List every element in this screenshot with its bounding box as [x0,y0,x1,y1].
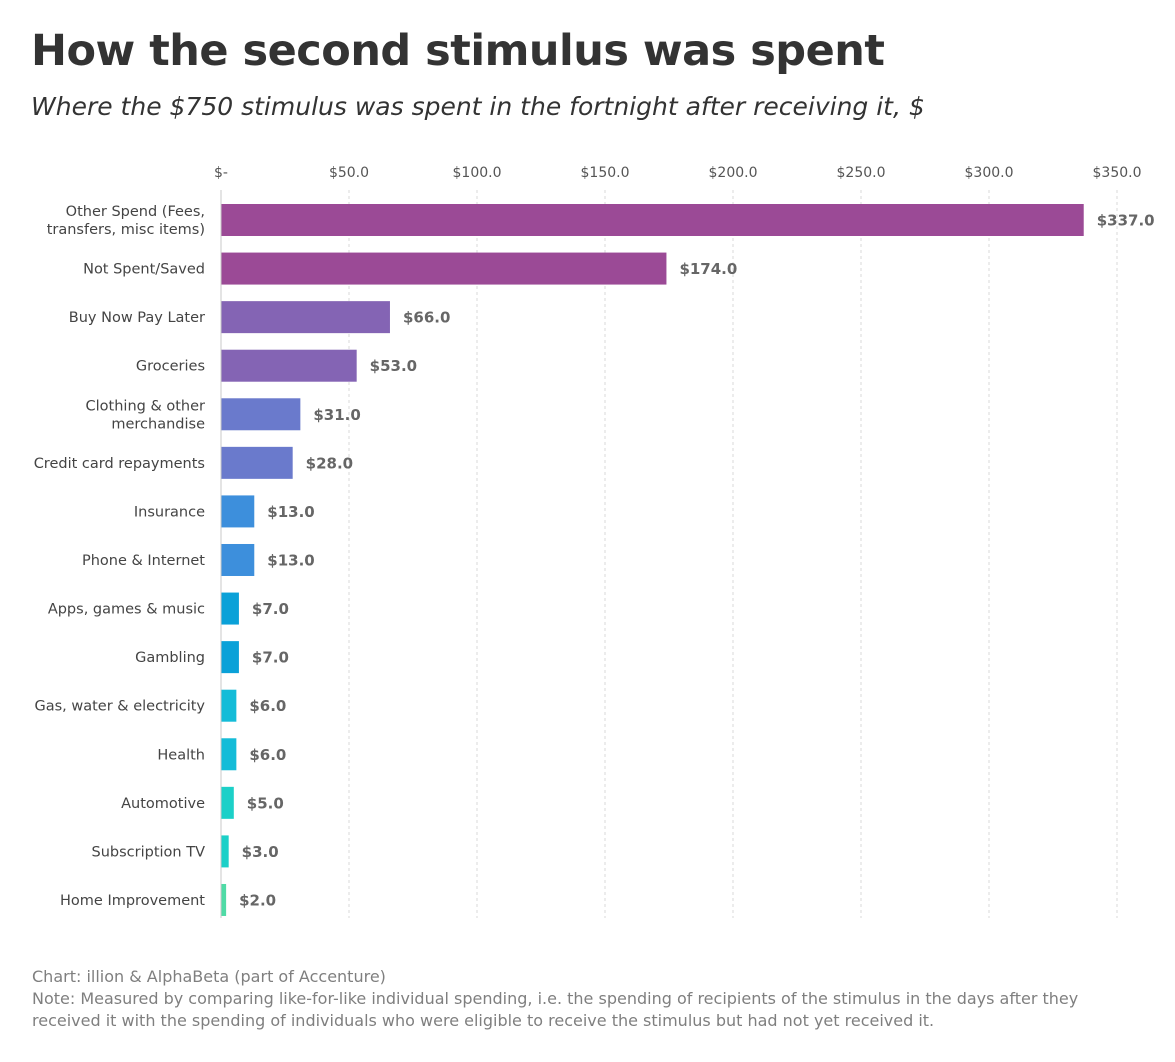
category-label: Automotive [121,796,205,812]
bar [221,883,227,916]
bar [221,301,390,334]
category-label: Other Spend (Fees, [66,204,205,220]
bar [221,835,229,868]
bar [221,446,293,479]
category-label: transfers, misc items) [47,222,205,238]
bar [221,204,1084,236]
category-label: Groceries [136,359,205,375]
bar [221,543,255,576]
chart-title: How the second stimulus was spent [31,26,885,76]
source-text: Chart: illion & AlphaBeta (part of Accen… [32,967,386,986]
data-label: $3.0 [242,843,279,861]
category-label: Buy Now Pay Later [69,310,205,326]
category-label: merchandise [111,416,205,432]
category-label: Gambling [135,650,205,666]
bar [221,592,239,625]
bar [221,786,234,819]
data-label: $174.0 [679,260,737,278]
x-tick-label: $300.0 [965,165,1014,181]
data-label: $6.0 [249,746,286,764]
category-label: Not Spent/Saved [83,262,205,278]
category-label: Subscription TV [92,844,206,860]
data-label: $31.0 [313,406,360,424]
bar [221,349,357,382]
data-label: $2.0 [239,891,276,909]
category-label: Credit card repayments [34,456,205,472]
x-tick-label: $100.0 [453,165,502,181]
category-label: Apps, games & music [48,602,205,618]
category-label: Phone & Internet [82,553,205,569]
bar [221,689,237,722]
category-label: Clothing & other [86,398,206,414]
data-label: $13.0 [267,503,314,521]
bar [221,738,237,771]
category-label: Gas, water & electricity [34,699,205,715]
bar [221,495,255,528]
bar [221,641,239,674]
data-label: $337.0 [1097,212,1155,230]
x-tick-label: $150.0 [581,165,630,181]
category-label: Home Improvement [60,893,205,909]
x-tick-label: $350.0 [1093,165,1142,181]
chart-footer: Chart: illion & AlphaBeta (part of Accen… [32,966,1142,1032]
data-label: $7.0 [252,600,289,618]
bar-chart: $- $50.0 $100.0 $150.0 $200.0 $250.0 $300.0 $35… [34,165,1155,918]
x-tick-label: $- [214,165,228,181]
chart-subtitle: Where the $750 stimulus was spent in the… [31,92,925,121]
data-label: $53.0 [370,357,417,375]
data-label: $66.0 [403,309,450,327]
bar [221,252,667,285]
x-tick-label: $250.0 [837,165,886,181]
x-tick-label: $200.0 [709,165,758,181]
note-text: Note: Measured by comparing like-for-lik… [32,989,1079,1030]
x-tick-label: $50.0 [329,165,369,181]
data-label: $28.0 [306,454,353,472]
bar [221,398,301,431]
data-label: $6.0 [249,697,286,715]
data-label: $7.0 [252,649,289,667]
data-label: $5.0 [247,794,284,812]
category-label: Health [157,747,205,763]
category-label: Insurance [134,504,205,520]
data-label: $13.0 [267,551,314,569]
